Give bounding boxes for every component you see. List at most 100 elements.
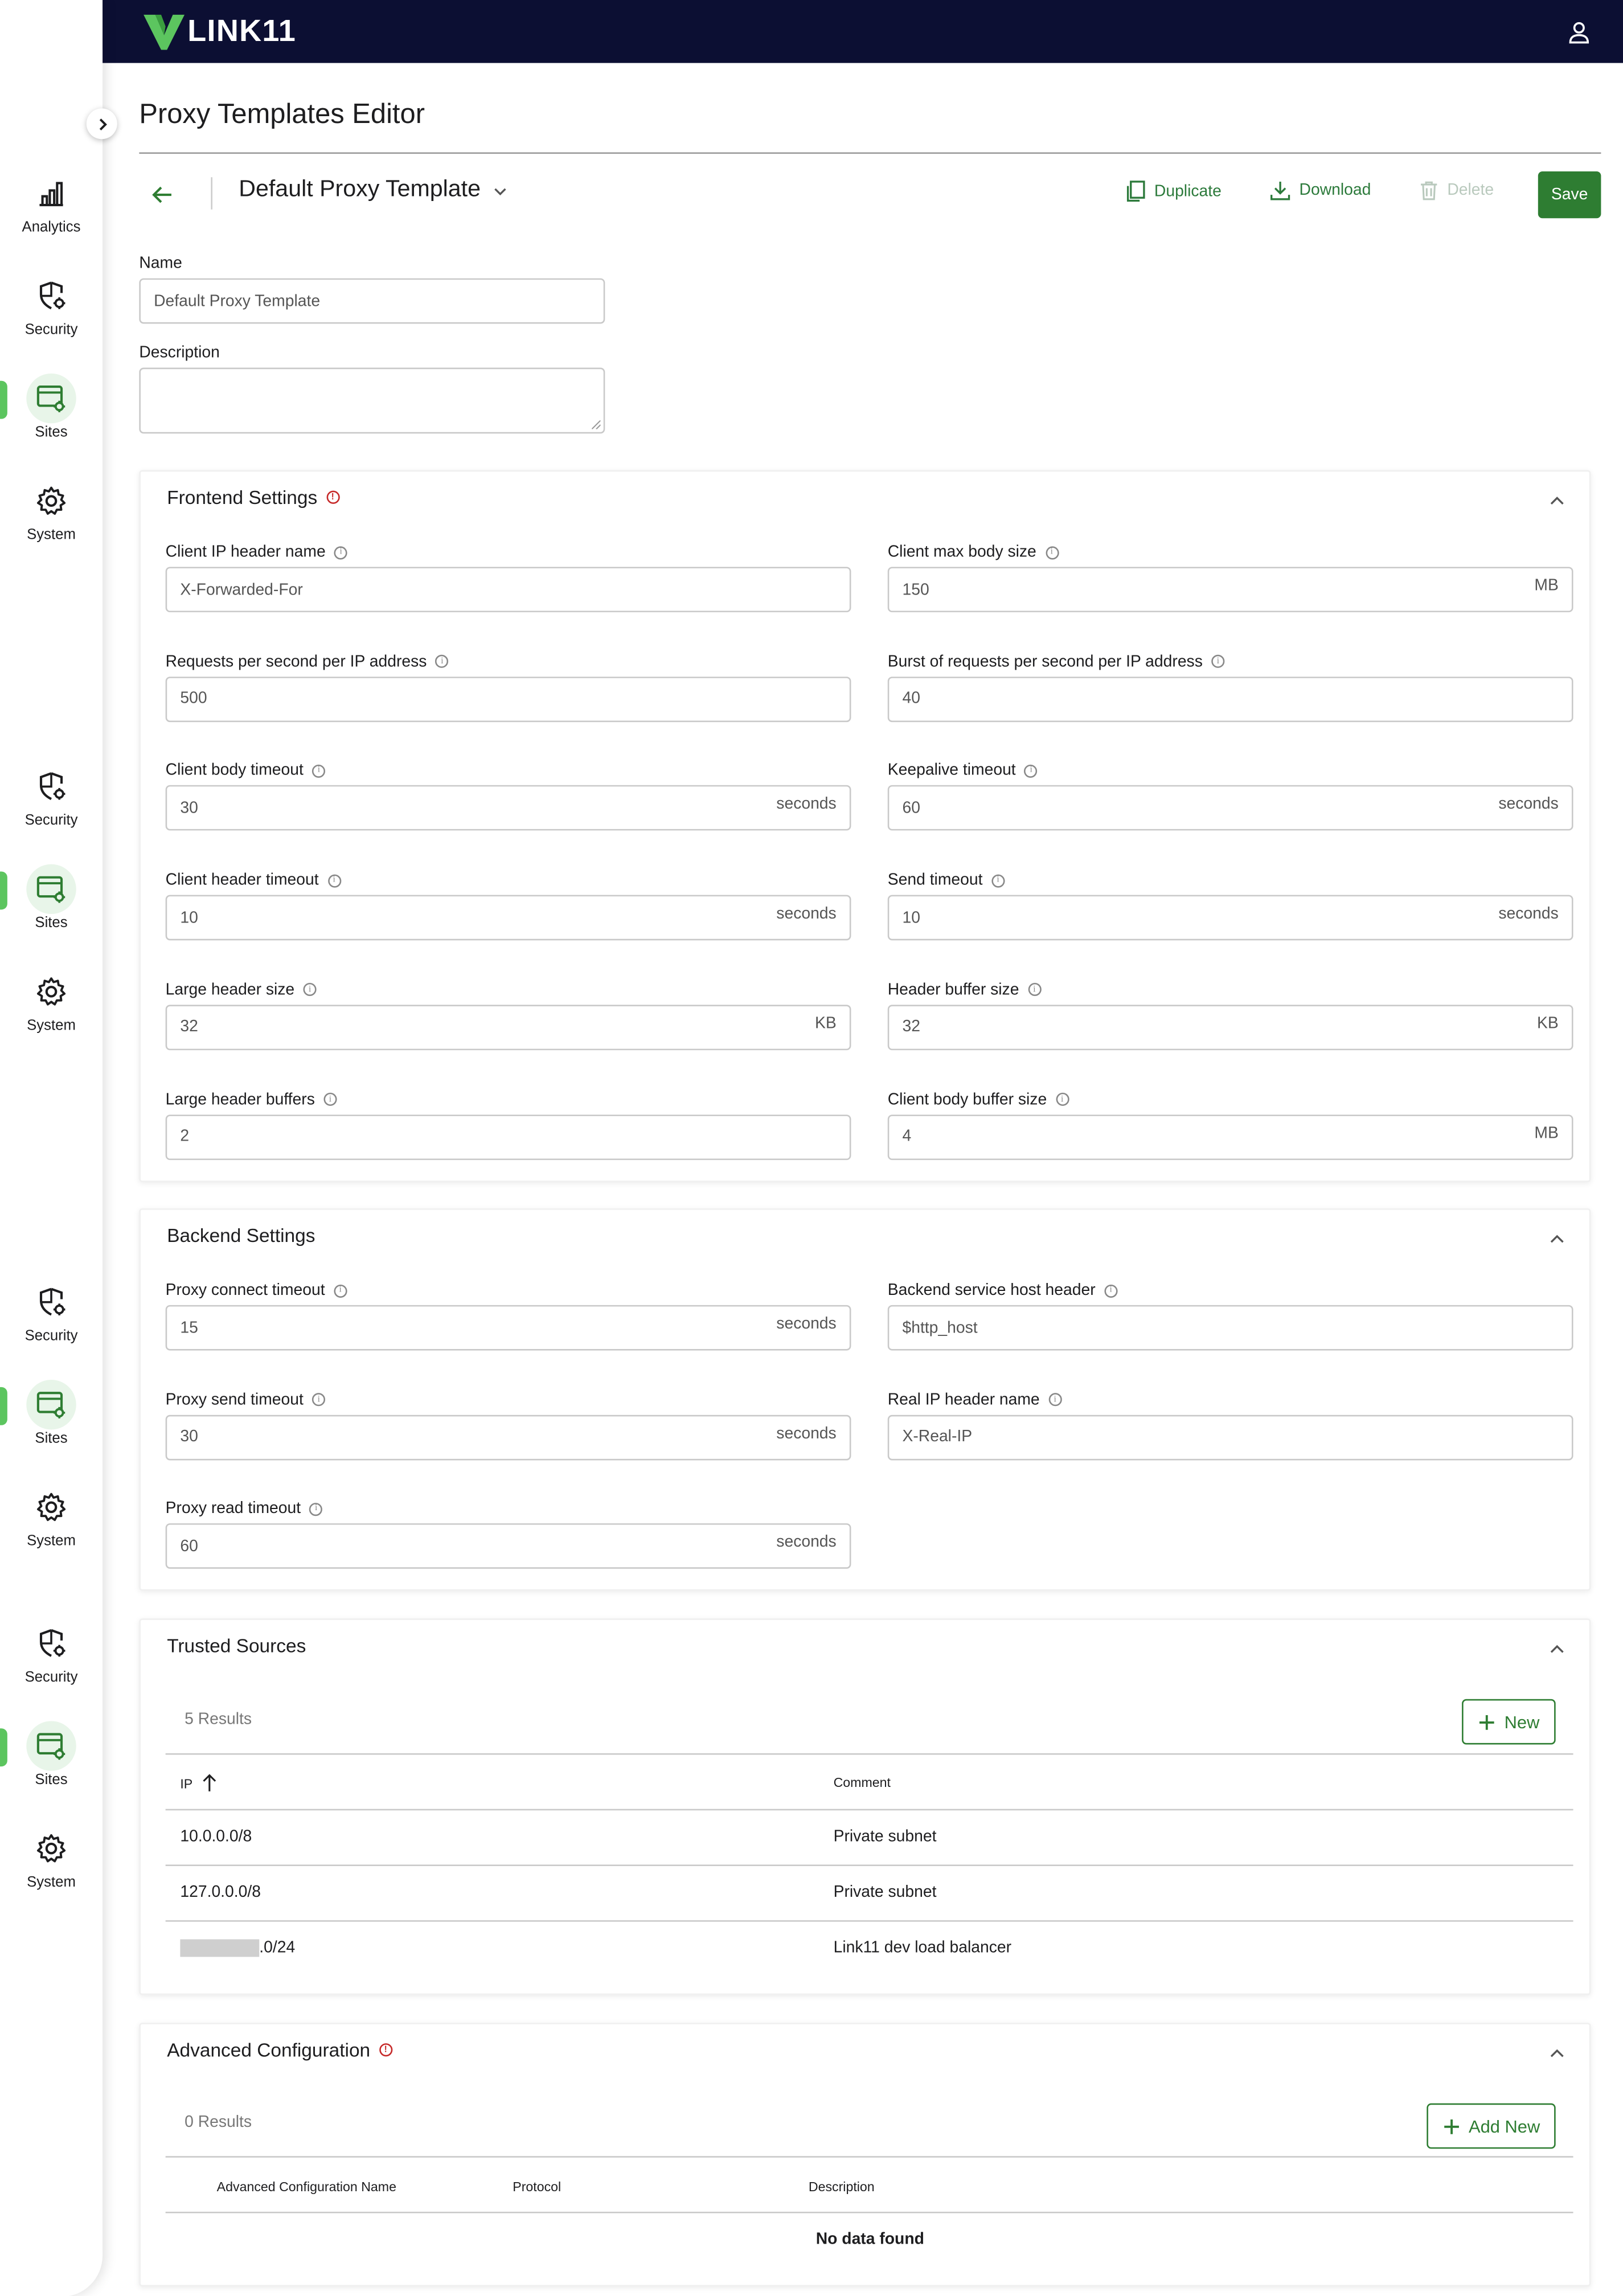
input-value: 15 <box>180 1319 198 1337</box>
sidebar-item-system[interactable]: System <box>0 1828 103 1916</box>
frontend-settings-header[interactable]: Frontend Settings ! <box>167 486 339 509</box>
chevron-up-icon[interactable] <box>1548 492 1566 510</box>
bar-chart-icon <box>39 182 63 207</box>
client-body-buffer-size-input[interactable]: 4 MB <box>887 1114 1573 1159</box>
sidebar-item-security[interactable]: Security <box>0 766 103 854</box>
info-icon[interactable]: i <box>1211 655 1225 669</box>
info-icon[interactable]: i <box>1027 983 1042 997</box>
sidebar-item-system[interactable]: System <box>0 1487 103 1575</box>
download-button[interactable]: Download <box>1270 180 1371 200</box>
burst-of-requests-per-second-per-ip-address-input[interactable]: 40 <box>887 676 1573 722</box>
duplicate-button[interactable]: Duplicate <box>1125 180 1222 202</box>
resize-handle-icon <box>592 420 601 429</box>
client-body-timeout-input[interactable]: 30 seconds <box>165 785 851 831</box>
sidebar-item-label: Security <box>24 1328 78 1345</box>
sidebar-item-sites[interactable]: Sites <box>0 864 103 956</box>
backend-service-host-header-input[interactable]: $http_host <box>887 1305 1573 1351</box>
chevron-up-icon[interactable] <box>1548 1641 1566 1658</box>
name-input[interactable]: Default Proxy Template <box>139 278 605 324</box>
column-header-config-name[interactable]: Advanced Configuration Name <box>216 2179 396 2195</box>
shield-gear-icon <box>39 281 65 310</box>
download-icon <box>1270 181 1290 200</box>
column-header-ip-label: IP <box>180 1776 193 1791</box>
sidebar-item-sites[interactable]: Sites <box>0 373 103 466</box>
info-icon[interactable]: i <box>312 764 326 778</box>
column-header-description[interactable]: Description <box>808 2179 875 2195</box>
sites-gear-icon <box>36 1733 65 1760</box>
sidebar-item-icon <box>31 766 72 807</box>
sidebar-item-security[interactable]: Security <box>0 1282 103 1370</box>
advanced-configuration-header[interactable]: Advanced Configuration ! <box>167 2039 392 2061</box>
info-icon[interactable]: i <box>1045 546 1059 559</box>
requests-per-second-per-ip-address-input[interactable]: 500 <box>165 676 851 722</box>
client-body-timeout-label: Client body timeout i <box>166 762 326 780</box>
large-header-buffers-input[interactable]: 2 <box>165 1114 851 1159</box>
header-buffer-size-input[interactable]: 32 KB <box>887 1004 1573 1050</box>
sidebar-item-analytics[interactable]: Analytics <box>0 173 103 261</box>
send-timeout-input[interactable]: 10 seconds <box>887 895 1573 941</box>
info-icon[interactable]: i <box>1048 1393 1062 1407</box>
chevron-down-icon <box>494 187 506 195</box>
back-button[interactable] <box>148 180 177 209</box>
table-divider <box>165 2156 1573 2158</box>
info-icon[interactable]: i <box>309 1502 323 1516</box>
trusted-sources-header[interactable]: Trusted Sources <box>167 1635 306 1657</box>
proxy-connect-timeout-input[interactable]: 15 seconds <box>165 1305 851 1351</box>
table-cell-comment[interactable]: Private subnet <box>833 1828 937 1846</box>
proxy-read-timeout-input[interactable]: 60 seconds <box>165 1524 851 1569</box>
description-textarea[interactable] <box>139 367 605 434</box>
info-icon[interactable]: i <box>1024 764 1038 778</box>
table-cell-ip[interactable]: 127.0.0.0/8 <box>180 1884 261 1901</box>
sidebar-item-sites[interactable]: Sites <box>0 1721 103 1813</box>
info-icon[interactable]: i <box>303 983 317 997</box>
chevron-up-icon[interactable] <box>1548 1231 1566 1248</box>
client-max-body-size-input[interactable]: 150 MB <box>887 567 1573 613</box>
field-label-text: Keepalive timeout <box>887 762 1016 780</box>
chevron-up-icon[interactable] <box>1548 2045 1566 2063</box>
sidebar-item-system[interactable]: System <box>0 481 103 568</box>
info-icon[interactable]: i <box>334 1284 347 1297</box>
template-selector[interactable]: Default Proxy Template <box>239 177 509 203</box>
sidebar-item-icon <box>31 276 72 317</box>
sidebar-item-sites[interactable]: Sites <box>0 1380 103 1472</box>
info-icon[interactable]: i <box>991 874 1005 887</box>
add-new-advanced-config-button[interactable]: Add New <box>1427 2103 1556 2149</box>
delete-button[interactable]: Delete <box>1419 180 1494 200</box>
user-icon[interactable] <box>1566 19 1592 45</box>
large-header-size-input[interactable]: 32 KB <box>165 1004 851 1050</box>
proxy-send-timeout-input[interactable]: 30 seconds <box>165 1414 851 1460</box>
sidebar-item-security[interactable]: Security <box>0 1623 103 1711</box>
info-icon[interactable]: i <box>1055 1092 1069 1106</box>
info-icon[interactable]: i <box>323 1092 337 1106</box>
info-icon[interactable]: i <box>334 546 348 559</box>
table-cell-comment[interactable]: Private subnet <box>833 1883 937 1901</box>
client-header-timeout-input[interactable]: 10 seconds <box>165 895 851 941</box>
header-buffer-size-label: Header buffer size i <box>888 981 1042 999</box>
info-icon[interactable]: i <box>327 874 341 887</box>
link11-logo[interactable]: LINK11 <box>144 14 296 50</box>
column-header-protocol[interactable]: Protocol <box>513 2179 562 2195</box>
field-label-text: Large header buffers <box>165 1090 315 1108</box>
info-icon[interactable]: i <box>312 1393 326 1407</box>
column-header-ip[interactable]: IP <box>180 1774 216 1793</box>
burst-of-requests-per-second-per-ip-address-label: Burst of requests per second per IP addr… <box>888 653 1225 670</box>
sidebar-collapse-button[interactable] <box>86 108 117 140</box>
client-ip-header-name-input[interactable]: X-Forwarded-For <box>165 567 851 613</box>
sidebar-item-system[interactable]: System <box>0 971 103 1059</box>
info-icon[interactable]: i <box>1104 1284 1118 1297</box>
field-label-text: Client max body size <box>887 543 1036 561</box>
proxy-send-timeout-label: Proxy send timeout i <box>166 1391 326 1409</box>
keepalive-timeout-input[interactable]: 60 seconds <box>887 785 1573 831</box>
table-cell-comment[interactable]: Link11 dev load balancer <box>833 1939 1012 1957</box>
column-header-comment[interactable]: Comment <box>833 1775 891 1790</box>
name-label: Name <box>139 255 182 273</box>
new-trusted-source-button[interactable]: New <box>1462 1699 1556 1745</box>
table-cell-ip[interactable]: 10.0.0.0/8 <box>180 1828 252 1846</box>
backend-settings-header[interactable]: Backend Settings <box>167 1224 315 1247</box>
real-ip-header-name-input[interactable]: X-Real-IP <box>887 1414 1573 1460</box>
sidebar-item-security[interactable]: Security <box>0 276 103 363</box>
sidebar-item-icon <box>31 971 72 1012</box>
table-cell-ip[interactable]: .0/24 <box>180 1940 295 1957</box>
info-icon[interactable]: i <box>435 655 449 669</box>
save-button[interactable]: Save <box>1538 171 1601 219</box>
